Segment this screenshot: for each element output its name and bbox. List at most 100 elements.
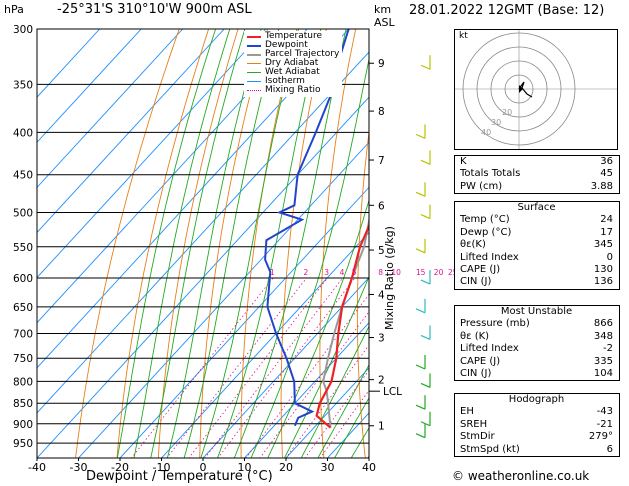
temperature-tick-label: -40 bbox=[28, 461, 46, 474]
legend-item-mixing-ratio: Mixing Ratio bbox=[247, 86, 339, 95]
mixing-ratio-line bbox=[130, 277, 274, 458]
wet-adiabat-line bbox=[116, 29, 217, 458]
hodograph-table-panel: Hodograph EH -43 SREH -21 StmDir 279° StmSp… bbox=[454, 393, 620, 457]
hpa-unit-label: hPa bbox=[4, 3, 24, 16]
pressure-tick-label: 700 bbox=[13, 328, 33, 340]
most-unstable-row: Lifted Index -2 bbox=[460, 343, 613, 355]
hodograph-plot: 20 30 40 bbox=[455, 30, 617, 149]
mixing-ratio-label: 10 bbox=[391, 268, 401, 277]
wind-barb-icon bbox=[420, 334, 431, 340]
mixing-ratio-line bbox=[285, 344, 369, 458]
mixing-ratio-label: 5 bbox=[352, 268, 357, 277]
isotherm-line bbox=[77, 141, 369, 458]
mixing-ratio-label: 4 bbox=[340, 268, 345, 277]
hodograph-panel: kt 20 30 40 bbox=[454, 29, 618, 150]
pressure-tick-label: 300 bbox=[13, 24, 33, 36]
altitude-tick-label: 6 bbox=[378, 200, 385, 212]
legend-item-isotherm: Isotherm bbox=[247, 77, 339, 86]
index-row: Totals Totals 45 bbox=[460, 168, 613, 180]
temperature-tick-label: -10 bbox=[153, 461, 171, 474]
legend-item-dewpoint: Dewpoint bbox=[247, 41, 339, 50]
pressure-tick-label: 450 bbox=[13, 170, 33, 182]
wind-barb-icon bbox=[420, 279, 431, 285]
isotherm-line bbox=[37, 29, 267, 279]
mixing-ratio-line bbox=[245, 293, 369, 458]
isotherm-line bbox=[160, 231, 369, 458]
hodograph-table-row: StmDir 279° bbox=[460, 431, 613, 443]
mixing-ratio-line bbox=[204, 277, 343, 458]
most-unstable-panel: Most Unstable Pressure (mb) 866 θε (K) 348… bbox=[454, 305, 620, 382]
wind-barb-icon bbox=[420, 214, 431, 220]
mixing-ratio-label: 15 bbox=[416, 268, 426, 277]
altitude-tick-label: 4 bbox=[378, 289, 385, 301]
mixing-ratio-axis-title: Mixing Ratio (g/kg) bbox=[383, 226, 396, 330]
dry-adiabat-line bbox=[620, 29, 629, 462]
hodograph-table-row: StmSpd (kt) 6 bbox=[460, 443, 613, 455]
isotherm-line bbox=[37, 29, 184, 189]
dewpoint-line bbox=[264, 29, 350, 427]
legend-item-wet-adiabat: Wet Adiabat bbox=[247, 68, 339, 77]
pressure-tick-label: 350 bbox=[13, 79, 33, 91]
lcl-label: LCL bbox=[383, 386, 402, 398]
datetime-title: 28.01.2022 12GMT (Base: 12) bbox=[409, 3, 605, 18]
surface-row: CAPE (J) 130 bbox=[460, 263, 613, 275]
temperature-tick-label: -30 bbox=[70, 461, 88, 474]
pressure-tick-label: 900 bbox=[13, 419, 33, 431]
wind-barb-icon bbox=[415, 248, 426, 254]
surface-row: CIN (J) 136 bbox=[460, 276, 613, 288]
x-axis-title: Dewpoint / Temperature (°C) bbox=[86, 469, 273, 484]
isotherm-line bbox=[243, 322, 369, 458]
isotherm-line bbox=[37, 96, 369, 458]
hodograph-table-row: EH -43 bbox=[460, 406, 613, 418]
pressure-tick-label: 550 bbox=[13, 242, 33, 254]
most-unstable-row: Pressure (mb) 866 bbox=[460, 318, 613, 330]
pressure-tick-label: 750 bbox=[13, 353, 33, 365]
temperature-tick-label: 40 bbox=[362, 461, 376, 474]
most-unstable-title: Most Unstable bbox=[500, 306, 573, 317]
hodograph-unit: kt bbox=[459, 31, 468, 41]
dry-adiabat-line bbox=[429, 29, 449, 462]
temperature-tick-label: -20 bbox=[111, 461, 129, 474]
mixing-ratio-line bbox=[166, 277, 307, 458]
wind-barb-icon bbox=[415, 191, 426, 197]
chart-legend: Temperature Dewpoint Parcel Trajectory D… bbox=[244, 31, 343, 97]
temperature-tick-label: 20 bbox=[279, 461, 293, 474]
hodo-ring-label-40: 40 bbox=[481, 128, 491, 137]
pressure-tick-label: 650 bbox=[13, 302, 33, 314]
mixing-ratio-label: 8 bbox=[378, 268, 383, 277]
mixing-ratio-label: 20 bbox=[434, 268, 444, 277]
legend-item-temperature: Temperature bbox=[247, 32, 339, 41]
mixing-ratio-label: 1 bbox=[270, 268, 275, 277]
isotherm-line bbox=[202, 276, 369, 458]
hodo-ring-label-20: 20 bbox=[502, 108, 512, 117]
altitude-tick-label: 5 bbox=[378, 245, 385, 257]
pressure-tick-label: 850 bbox=[13, 398, 33, 410]
altitude-tick-label: 2 bbox=[378, 375, 385, 387]
surface-row: Temp (°C) 24 bbox=[460, 214, 613, 226]
index-row: K 36 bbox=[460, 156, 613, 167]
altitude-tick-label: 8 bbox=[378, 106, 385, 118]
surface-row: θε(K) 345 bbox=[460, 239, 613, 251]
surface-title: Surface bbox=[517, 202, 556, 213]
wind-barb-icon bbox=[415, 433, 426, 439]
isotherm-line bbox=[37, 29, 225, 234]
isotherm-line bbox=[37, 29, 308, 324]
indices-panel: K 36 Totals Totals 45 PW (cm) 3.88 bbox=[454, 155, 620, 195]
pressure-tick-label: 500 bbox=[13, 208, 33, 220]
wind-barb-icon bbox=[420, 382, 431, 388]
hodograph-table-row: SREH -21 bbox=[460, 418, 613, 430]
legend-item-dry-adiabat: Dry Adiabat bbox=[247, 59, 339, 68]
footer-credit: © weatheronline.co.uk bbox=[452, 469, 590, 483]
mixing-ratio-label: 3 bbox=[324, 268, 329, 277]
legend-item-parcel: Parcel Trajectory bbox=[247, 50, 339, 59]
temperature-tick-label: 0 bbox=[200, 461, 207, 474]
temperature-tick-label: 30 bbox=[321, 461, 335, 474]
most-unstable-row: CIN (J) 104 bbox=[460, 367, 613, 379]
temperature-line bbox=[315, 223, 369, 429]
wind-barb-icon bbox=[415, 308, 426, 314]
mixing-ratio-line bbox=[188, 277, 328, 458]
wind-barb-icon bbox=[420, 159, 431, 165]
altitude-tick-label: 3 bbox=[378, 333, 385, 345]
wet-adiabat-line bbox=[317, 363, 369, 458]
